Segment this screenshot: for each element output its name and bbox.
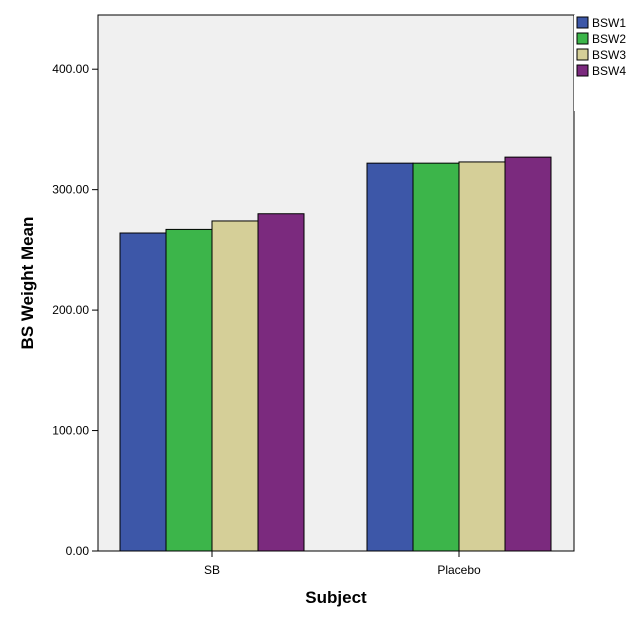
y-tick-label: 300.00 [52,183,89,197]
legend-swatch-bsw1 [576,16,589,29]
legend-label-bsw3: BSW3 [592,48,626,62]
legend: BSW1 BSW2 BSW3 BSW4 [574,15,632,111]
legend-swatch-bsw2 [576,32,589,45]
y-tick-label: 100.00 [52,424,89,438]
y-axis: 0.00 100.00 200.00 300.00 400.00 [52,62,98,558]
bar-bsw4-sb [257,213,305,552]
y-axis-title: BS Weight Mean [18,217,37,350]
bar-bsw3-sb [211,220,259,552]
y-tick-label: 200.00 [52,303,89,317]
x-tick-label: SB [204,563,220,577]
legend-swatch-bsw3 [576,48,589,61]
x-axis-title: Subject [305,588,367,607]
bar-bsw2-sb [165,228,213,552]
legend-label-bsw4: BSW4 [592,64,626,78]
y-tick-label: 400.00 [52,62,89,76]
y-tick-label: 0.00 [66,544,90,558]
legend-label-bsw1: BSW1 [592,16,626,30]
x-tick-label: Placebo [437,563,481,577]
bar-bsw1-sb [119,232,167,552]
legend-label-bsw2: BSW2 [592,32,626,46]
bar-bsw3-placebo [458,161,506,552]
bar-bsw4-placebo [504,156,552,552]
bars-group [119,156,552,552]
x-axis: SB Placebo [204,551,481,577]
legend-box [574,15,632,111]
bar-bsw1-placebo [366,162,414,552]
legend-swatch-bsw4 [576,64,589,77]
bar-bsw2-placebo [412,162,460,552]
